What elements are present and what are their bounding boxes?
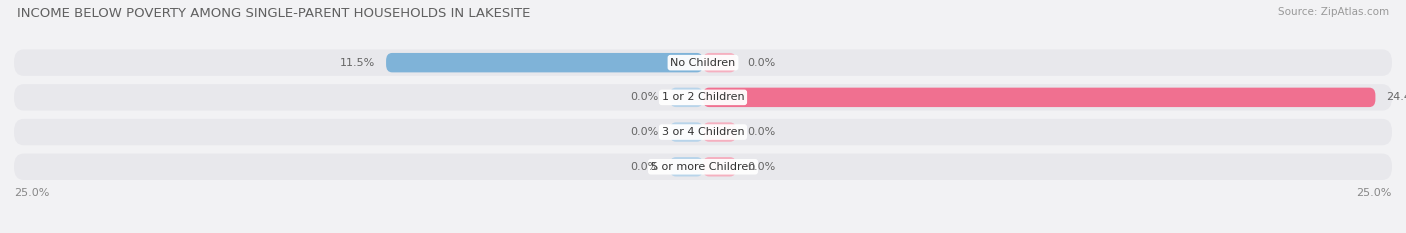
Text: 5 or more Children: 5 or more Children bbox=[651, 162, 755, 172]
Text: 0.0%: 0.0% bbox=[747, 127, 775, 137]
FancyBboxPatch shape bbox=[14, 119, 1392, 145]
FancyBboxPatch shape bbox=[14, 49, 1392, 76]
FancyBboxPatch shape bbox=[14, 154, 1392, 180]
FancyBboxPatch shape bbox=[703, 88, 1375, 107]
FancyBboxPatch shape bbox=[669, 122, 703, 142]
Text: 25.0%: 25.0% bbox=[1357, 188, 1392, 198]
FancyBboxPatch shape bbox=[14, 84, 1392, 110]
FancyBboxPatch shape bbox=[387, 53, 703, 72]
FancyBboxPatch shape bbox=[669, 157, 703, 176]
FancyBboxPatch shape bbox=[703, 53, 737, 72]
Text: INCOME BELOW POVERTY AMONG SINGLE-PARENT HOUSEHOLDS IN LAKESITE: INCOME BELOW POVERTY AMONG SINGLE-PARENT… bbox=[17, 7, 530, 20]
Text: No Children: No Children bbox=[671, 58, 735, 68]
Text: 0.0%: 0.0% bbox=[631, 127, 659, 137]
Text: 0.0%: 0.0% bbox=[631, 92, 659, 102]
Text: 3 or 4 Children: 3 or 4 Children bbox=[662, 127, 744, 137]
FancyBboxPatch shape bbox=[703, 122, 737, 142]
Text: 25.0%: 25.0% bbox=[14, 188, 49, 198]
FancyBboxPatch shape bbox=[703, 157, 737, 176]
Text: 11.5%: 11.5% bbox=[340, 58, 375, 68]
Text: Source: ZipAtlas.com: Source: ZipAtlas.com bbox=[1278, 7, 1389, 17]
Text: 0.0%: 0.0% bbox=[747, 58, 775, 68]
Text: 1 or 2 Children: 1 or 2 Children bbox=[662, 92, 744, 102]
Text: 0.0%: 0.0% bbox=[631, 162, 659, 172]
Text: 24.4%: 24.4% bbox=[1386, 92, 1406, 102]
Text: 0.0%: 0.0% bbox=[747, 162, 775, 172]
FancyBboxPatch shape bbox=[669, 88, 703, 107]
